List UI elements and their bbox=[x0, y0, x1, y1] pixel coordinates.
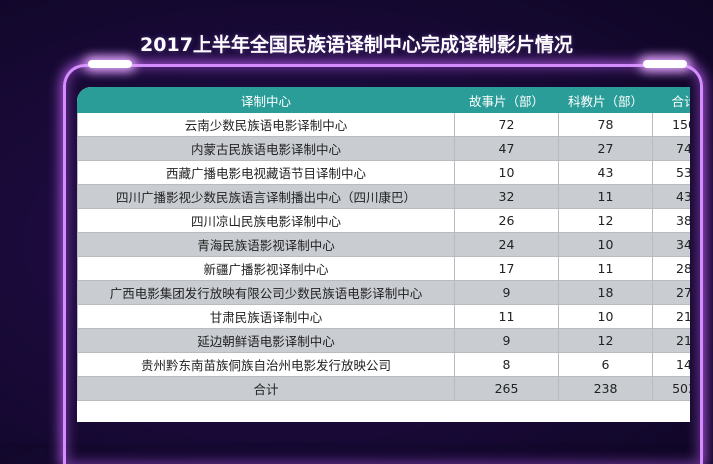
cell-center-name: 甘肃民族语译制中心 bbox=[77, 304, 455, 329]
translation-center-table: 译制中心 故事片（部） 科教片（部） 合计 云南少数民族语电影译制中心72781… bbox=[77, 87, 690, 401]
cell-row-total: 28 bbox=[652, 256, 690, 281]
cell-feature-count: 9 bbox=[454, 328, 559, 353]
table-total-row: 合计265238503 bbox=[77, 376, 690, 401]
cell-feature-count: 17 bbox=[454, 256, 559, 281]
cell-total-science: 238 bbox=[558, 376, 653, 401]
cell-center-name: 内蒙古民族语电影译制中心 bbox=[77, 136, 455, 161]
neon-frame bbox=[63, 64, 703, 464]
cell-row-total: 21 bbox=[652, 328, 690, 353]
cell-feature-count: 8 bbox=[454, 352, 559, 377]
table-row: 新疆广播影视译制中心171128 bbox=[77, 256, 690, 281]
table-container: 译制中心 故事片（部） 科教片（部） 合计 云南少数民族语电影译制中心72781… bbox=[77, 87, 690, 422]
cell-feature-count: 9 bbox=[454, 280, 559, 305]
cell-feature-count: 11 bbox=[454, 304, 559, 329]
cell-row-total: 14 bbox=[652, 352, 690, 377]
header-feature-films: 故事片（部） bbox=[454, 87, 559, 113]
table-row: 广西电影集团发行放映有限公司少数民族语电影译制中心91827 bbox=[77, 280, 690, 305]
cell-science-count: 27 bbox=[558, 136, 653, 161]
table-body: 云南少数民族语电影译制中心7278150内蒙古民族语电影译制中心472774西藏… bbox=[77, 112, 690, 401]
cell-science-count: 78 bbox=[558, 112, 653, 137]
cell-row-total: 38 bbox=[652, 208, 690, 233]
cell-center-name: 延边朝鲜语电影译制中心 bbox=[77, 328, 455, 353]
cell-science-count: 43 bbox=[558, 160, 653, 185]
cell-center-name: 贵州黔东南苗族侗族自治州电影发行放映公司 bbox=[77, 352, 455, 377]
table-row: 四川广播影视少数民族语言译制播出中心（四川康巴）321143 bbox=[77, 184, 690, 209]
cell-center-name: 四川凉山民族电影译制中心 bbox=[77, 208, 455, 233]
table-row: 贵州黔东南苗族侗族自治州电影发行放映公司8614 bbox=[77, 352, 690, 377]
cell-science-count: 10 bbox=[558, 304, 653, 329]
table-row: 西藏广播电影电视藏语节目译制中心104353 bbox=[77, 160, 690, 185]
cell-science-count: 12 bbox=[558, 328, 653, 353]
table-row: 甘肃民族语译制中心111021 bbox=[77, 304, 690, 329]
table-row: 青海民族语影视译制中心241034 bbox=[77, 232, 690, 257]
cell-feature-count: 72 bbox=[454, 112, 559, 137]
cell-row-total: 43 bbox=[652, 184, 690, 209]
neon-glow-accent-right bbox=[643, 60, 687, 68]
cell-row-total: 74 bbox=[652, 136, 690, 161]
table-header-row: 译制中心 故事片（部） 科教片（部） 合计 bbox=[77, 87, 690, 113]
table-row: 云南少数民族语电影译制中心7278150 bbox=[77, 112, 690, 137]
neon-glow-accent-left bbox=[88, 60, 132, 68]
cell-center-name: 新疆广播影视译制中心 bbox=[77, 256, 455, 281]
cell-row-total: 21 bbox=[652, 304, 690, 329]
cell-row-total: 27 bbox=[652, 280, 690, 305]
header-center: 译制中心 bbox=[77, 87, 455, 113]
cell-feature-count: 26 bbox=[454, 208, 559, 233]
cell-row-total: 150 bbox=[652, 112, 690, 137]
table-row: 延边朝鲜语电影译制中心91221 bbox=[77, 328, 690, 353]
cell-total-label: 合计 bbox=[77, 376, 455, 401]
cell-feature-count: 10 bbox=[454, 160, 559, 185]
cell-total-feature: 265 bbox=[454, 376, 559, 401]
cell-row-total: 53 bbox=[652, 160, 690, 185]
cell-science-count: 6 bbox=[558, 352, 653, 377]
cell-feature-count: 24 bbox=[454, 232, 559, 257]
header-total: 合计 bbox=[652, 87, 690, 113]
cell-center-name: 四川广播影视少数民族语言译制播出中心（四川康巴） bbox=[77, 184, 455, 209]
cell-science-count: 11 bbox=[558, 256, 653, 281]
cell-center-name: 青海民族语影视译制中心 bbox=[77, 232, 455, 257]
cell-feature-count: 47 bbox=[454, 136, 559, 161]
table-row: 内蒙古民族语电影译制中心472774 bbox=[77, 136, 690, 161]
header-science-films: 科教片（部） bbox=[558, 87, 653, 113]
cell-center-name: 西藏广播电影电视藏语节目译制中心 bbox=[77, 160, 455, 185]
cell-science-count: 12 bbox=[558, 208, 653, 233]
cell-science-count: 11 bbox=[558, 184, 653, 209]
table-row: 四川凉山民族电影译制中心261238 bbox=[77, 208, 690, 233]
cell-feature-count: 32 bbox=[454, 184, 559, 209]
cell-center-name: 云南少数民族语电影译制中心 bbox=[77, 112, 455, 137]
cell-center-name: 广西电影集团发行放映有限公司少数民族语电影译制中心 bbox=[77, 280, 455, 305]
page-title: 2017上半年全国民族语译制中心完成译制影片情况 bbox=[140, 34, 573, 56]
cell-science-count: 18 bbox=[558, 280, 653, 305]
cell-science-count: 10 bbox=[558, 232, 653, 257]
cell-row-total: 34 bbox=[652, 232, 690, 257]
cell-grand-total: 503 bbox=[652, 376, 690, 401]
